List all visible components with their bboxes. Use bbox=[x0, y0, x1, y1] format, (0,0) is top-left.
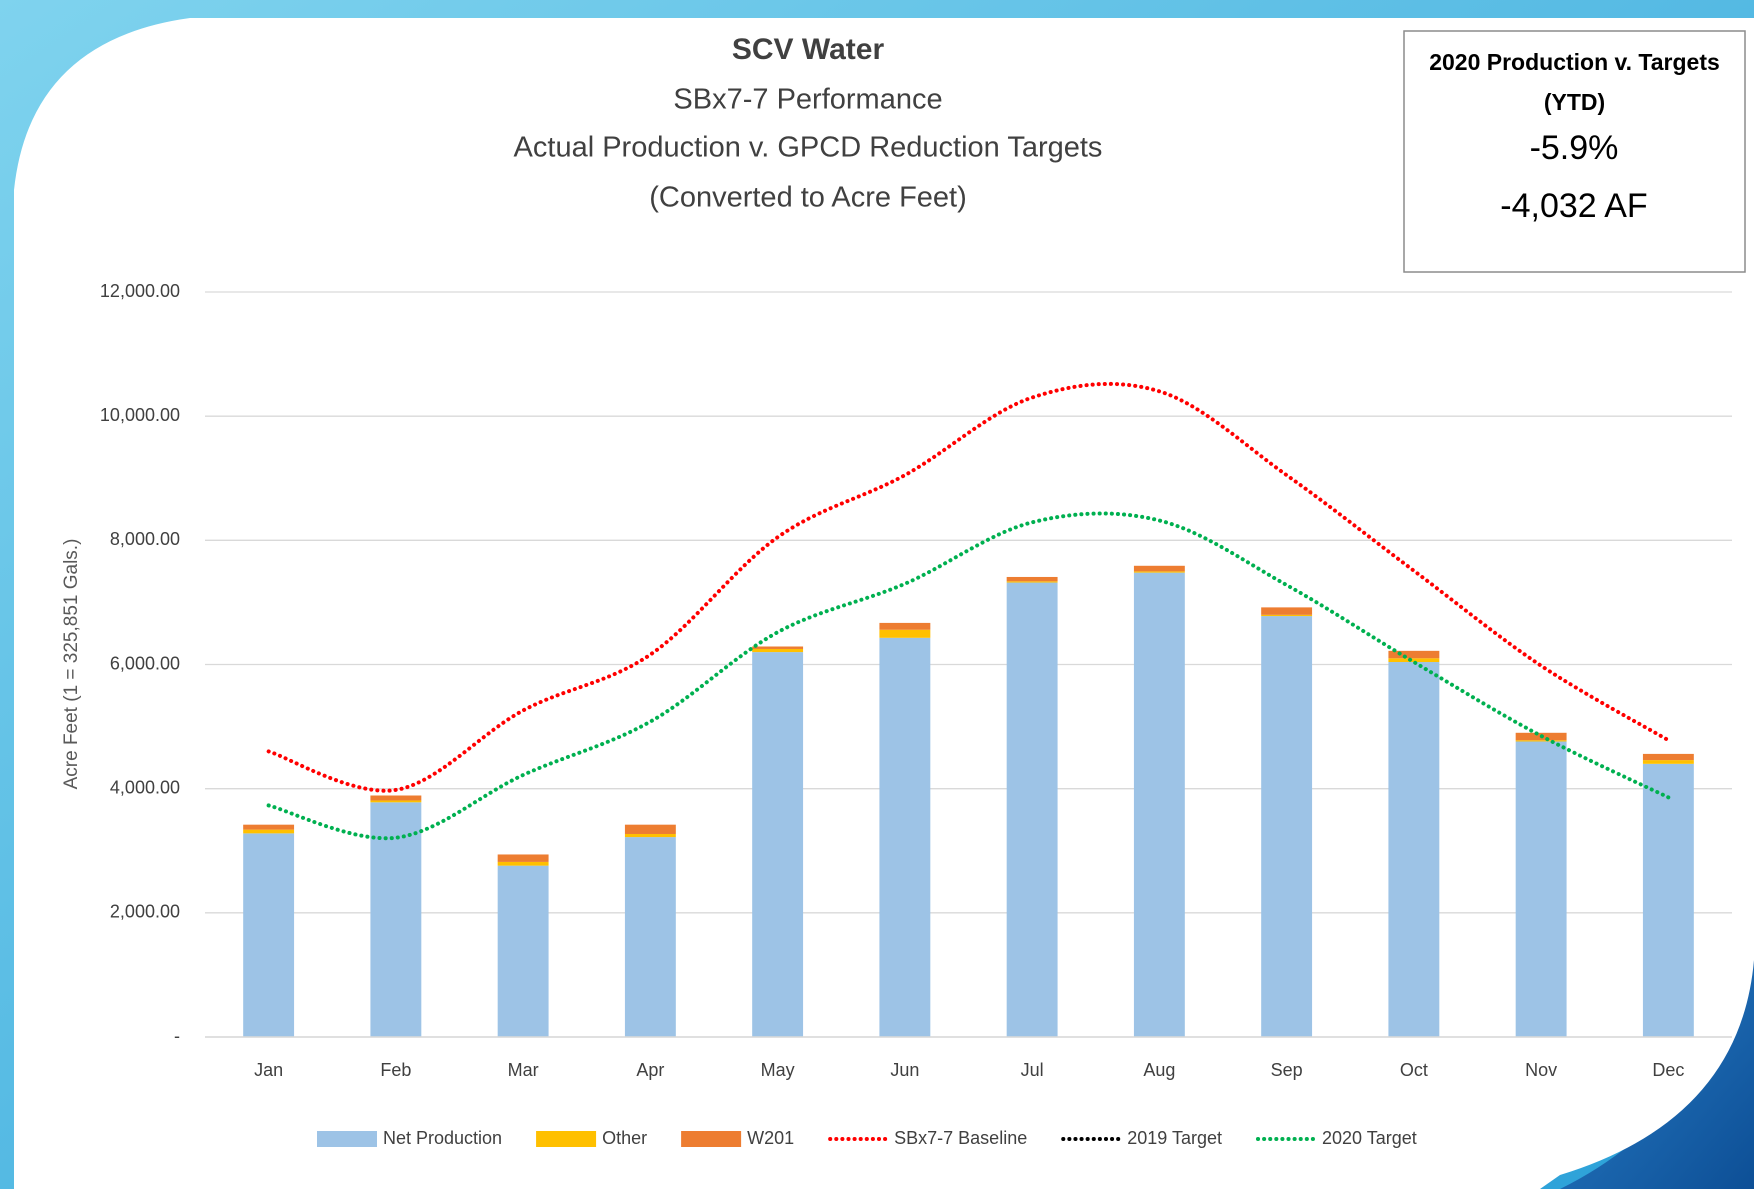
bar-segment bbox=[1642, 753, 1694, 761]
legend-swatch bbox=[536, 1131, 597, 1147]
bar-segment bbox=[752, 646, 804, 649]
y-tick-label: 8,000.00 bbox=[110, 529, 180, 549]
info-box-value: -5.9% bbox=[1530, 129, 1619, 167]
bar-segment bbox=[879, 637, 931, 1037]
x-tick-label: May bbox=[761, 1060, 795, 1080]
x-tick-label: Jan bbox=[254, 1060, 283, 1080]
bar-segment bbox=[1261, 607, 1313, 615]
x-tick-label: Sep bbox=[1271, 1060, 1303, 1080]
bar-segment bbox=[1261, 614, 1313, 617]
x-tick-label: Dec bbox=[1652, 1060, 1684, 1080]
bar-segment bbox=[752, 652, 804, 1037]
x-tick-label: Jul bbox=[1021, 1060, 1044, 1080]
legend-swatch bbox=[681, 1131, 742, 1147]
bar-segment bbox=[1133, 565, 1185, 572]
info-box-title: 2020 Production v. Targets (YTD) bbox=[1429, 49, 1720, 115]
bar-segment bbox=[1515, 741, 1567, 1037]
bar-segment bbox=[243, 824, 295, 830]
chart-subtitle: SBx7-7 Performance bbox=[673, 84, 942, 116]
bar-segment bbox=[1642, 760, 1694, 764]
bar-segment bbox=[1006, 576, 1058, 582]
bar-segment bbox=[752, 648, 804, 653]
legend-label: SBx7-7 Baseline bbox=[894, 1128, 1027, 1148]
bar-segment bbox=[370, 795, 422, 801]
y-axis-label: Acre Feet (1 = 325,851 Gals.) bbox=[61, 539, 82, 790]
x-tick-label: Nov bbox=[1525, 1060, 1557, 1080]
legend-label: 2019 Target bbox=[1127, 1128, 1222, 1148]
y-tick-label: 2,000.00 bbox=[110, 902, 180, 922]
x-tick-label: Aug bbox=[1143, 1060, 1175, 1080]
bar-segment bbox=[497, 865, 549, 1037]
bar-segment bbox=[1388, 650, 1440, 659]
bar-segment bbox=[1006, 581, 1058, 583]
bar-segment bbox=[243, 833, 295, 1037]
x-tick-label: Jun bbox=[890, 1060, 919, 1080]
chart-subtitle: (Converted to Acre Feet) bbox=[649, 182, 967, 214]
y-tick-label: 4,000.00 bbox=[110, 777, 180, 797]
bar-segment bbox=[1642, 763, 1694, 1037]
chart-subtitle: Actual Production v. GPCD Reduction Targ… bbox=[514, 132, 1103, 164]
bar-segment bbox=[1515, 740, 1567, 742]
bar-segment bbox=[1261, 616, 1313, 1037]
legend-swatch bbox=[317, 1131, 377, 1147]
bar-segment bbox=[624, 837, 676, 1037]
legend-label: Net Production bbox=[383, 1128, 502, 1148]
corner-decoration bbox=[1560, 960, 1754, 1189]
bar-segment bbox=[624, 833, 676, 838]
bar-segment bbox=[1388, 662, 1440, 1037]
y-tick-label: - bbox=[174, 1026, 180, 1046]
bar-segment bbox=[879, 629, 931, 638]
legend-label: Other bbox=[602, 1128, 647, 1148]
legend-label: W201 bbox=[747, 1128, 794, 1148]
info-box-value: -4,032 AF bbox=[1500, 187, 1647, 225]
info-box bbox=[1403, 30, 1746, 273]
bar-segment bbox=[624, 824, 676, 834]
y-tick-label: 12,000.00 bbox=[100, 281, 180, 301]
bar-segment bbox=[370, 800, 422, 803]
y-tick-label: 10,000.00 bbox=[100, 405, 180, 425]
chart-title: SCV Water bbox=[732, 33, 885, 66]
bar-segment bbox=[879, 622, 931, 630]
bar-segment bbox=[497, 861, 549, 866]
y-tick-label: 6,000.00 bbox=[110, 653, 180, 673]
bar-segment bbox=[497, 854, 549, 862]
x-tick-label: Oct bbox=[1400, 1060, 1428, 1080]
bar-segment bbox=[370, 802, 422, 1037]
line-series bbox=[266, 381, 1671, 793]
panel bbox=[14, 18, 1754, 1189]
bar-segment bbox=[1388, 658, 1440, 663]
legend-label: 2020 Target bbox=[1322, 1128, 1417, 1148]
bar-segment bbox=[243, 829, 295, 834]
bar-segment bbox=[1006, 582, 1058, 1037]
x-tick-label: Feb bbox=[380, 1060, 411, 1080]
info-box-title-wrap: 2020 Production v. Targets (YTD) bbox=[1429, 49, 1720, 115]
x-tick-label: Mar bbox=[508, 1060, 539, 1080]
bar-segment bbox=[1133, 572, 1185, 1037]
bar-segment bbox=[1133, 571, 1185, 573]
x-tick-label: Apr bbox=[636, 1060, 664, 1080]
